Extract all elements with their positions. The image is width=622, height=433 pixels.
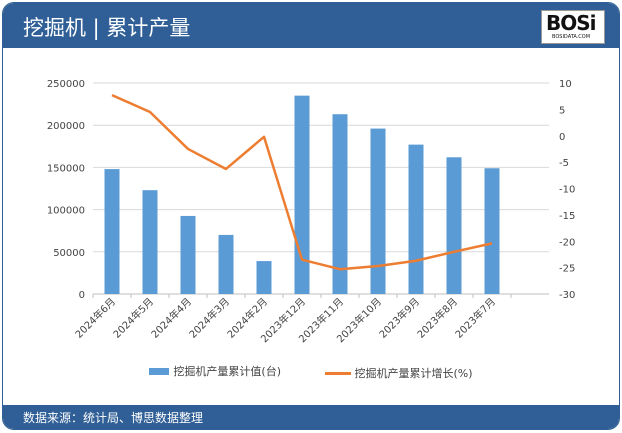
y-right-tick-label: -5 <box>559 158 569 169</box>
legend: 挖掘机产量累计值(台) 挖掘机产量累计增长(%) <box>3 363 619 381</box>
header: 挖掘机 | 累计产量 BOSi BOSIDATA.COM <box>3 3 619 48</box>
y-right-tick-label: -15 <box>559 211 575 222</box>
legend-swatch-bar <box>149 367 170 375</box>
x-tick-label: 2023年7月 <box>452 295 498 341</box>
footer: 数据来源：统计局、博思数据整理 <box>3 405 619 429</box>
y-right-tick-label: -10 <box>559 185 575 196</box>
chart: 0 50000 100000 150000 200000 250000 10 5 0 -5 -10 -… <box>47 79 576 345</box>
y-right-tick-label: -30 <box>559 290 575 301</box>
y-right-tick-label: 10 <box>559 79 572 90</box>
page-title: 挖掘机 | 累计产量 <box>23 16 191 40</box>
bar <box>256 261 272 294</box>
bar <box>446 157 462 294</box>
bar <box>218 234 234 294</box>
y-left-tick-label: 250000 <box>47 79 85 90</box>
legend-label: 挖掘机产量累计增长(%) <box>354 367 473 380</box>
source-note: 数据来源：统计局、博思数据整理 <box>23 411 204 425</box>
bar <box>142 190 158 294</box>
bar <box>332 114 348 294</box>
y-left-tick-label: 0 <box>79 290 85 301</box>
bar <box>180 215 196 294</box>
bar <box>484 168 500 294</box>
logo: BOSi BOSIDATA.COM <box>541 10 605 44</box>
y-left-tick-label: 100000 <box>47 206 85 217</box>
legend-swatch-line <box>324 371 351 375</box>
y-right-tick-label: 5 <box>559 105 565 116</box>
bar <box>370 128 386 294</box>
y-right-tick-label: 0 <box>559 132 565 143</box>
legend-item-line: 挖掘机产量累计增长(%) <box>324 365 473 381</box>
y-left-tick-label: 200000 <box>47 121 85 132</box>
y-left-tick-label: 50000 <box>53 248 85 259</box>
bar <box>104 169 120 294</box>
bar <box>294 95 310 294</box>
y-right-tick-label: -25 <box>559 264 575 275</box>
legend-item-bar: 挖掘机产量累计值(台) <box>149 363 281 379</box>
bar <box>408 144 424 294</box>
y-left-tick-label: 150000 <box>47 163 85 174</box>
legend-label: 挖掘机产量累计值(台) <box>173 365 282 378</box>
y-right-tick-label: -20 <box>559 237 575 248</box>
